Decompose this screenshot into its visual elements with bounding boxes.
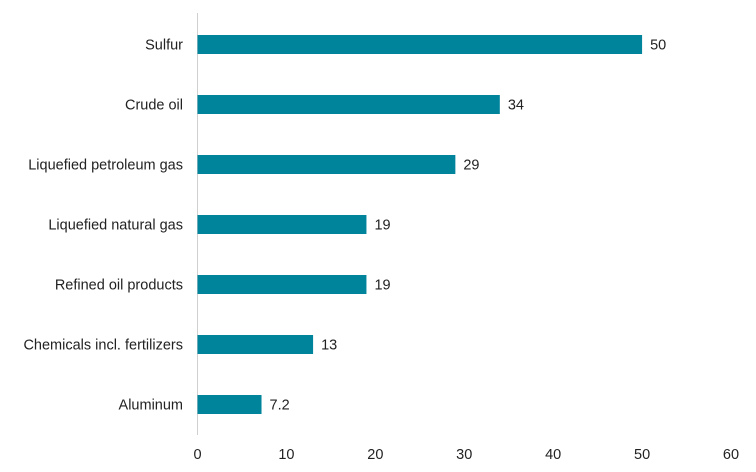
category-label: Refined oil products xyxy=(55,278,183,294)
bar xyxy=(197,155,456,174)
bar xyxy=(197,395,262,414)
value-label: 34 xyxy=(508,98,524,114)
bar xyxy=(197,95,500,114)
x-tick-label: 10 xyxy=(278,447,294,463)
bar xyxy=(197,215,367,234)
category-labels-group: Sulfur Crude oil Liquefied petroleum gas Li… xyxy=(23,38,183,414)
value-label: 50 xyxy=(650,38,666,54)
category-label: Crude oil xyxy=(125,98,183,114)
value-label: 29 xyxy=(463,158,479,174)
category-label: Liquefied natural gas xyxy=(48,218,183,234)
x-tick-label: 30 xyxy=(456,447,472,463)
bar xyxy=(197,335,314,354)
value-label: 7.2 xyxy=(270,398,290,414)
x-tick-label: 40 xyxy=(545,447,561,463)
value-labels-group: 50 34 29 19 19 13 7.2 xyxy=(270,38,667,414)
value-label: 19 xyxy=(374,278,390,294)
bars-group xyxy=(197,35,643,414)
x-tick-label: 50 xyxy=(634,447,650,463)
value-label: 13 xyxy=(321,338,337,354)
x-tick-label: 20 xyxy=(367,447,383,463)
category-label: Chemicals incl. fertilizers xyxy=(23,338,183,354)
value-label: 19 xyxy=(374,218,390,234)
x-tick-labels-group: 0 10 20 30 40 50 60 xyxy=(193,447,739,463)
category-label: Sulfur xyxy=(145,38,183,54)
x-tick-label: 60 xyxy=(723,447,739,463)
bar xyxy=(197,275,367,294)
category-label: Liquefied petroleum gas xyxy=(28,158,183,174)
x-tick-label: 0 xyxy=(193,447,201,463)
bar xyxy=(197,35,643,54)
category-label: Aluminum xyxy=(119,398,183,414)
